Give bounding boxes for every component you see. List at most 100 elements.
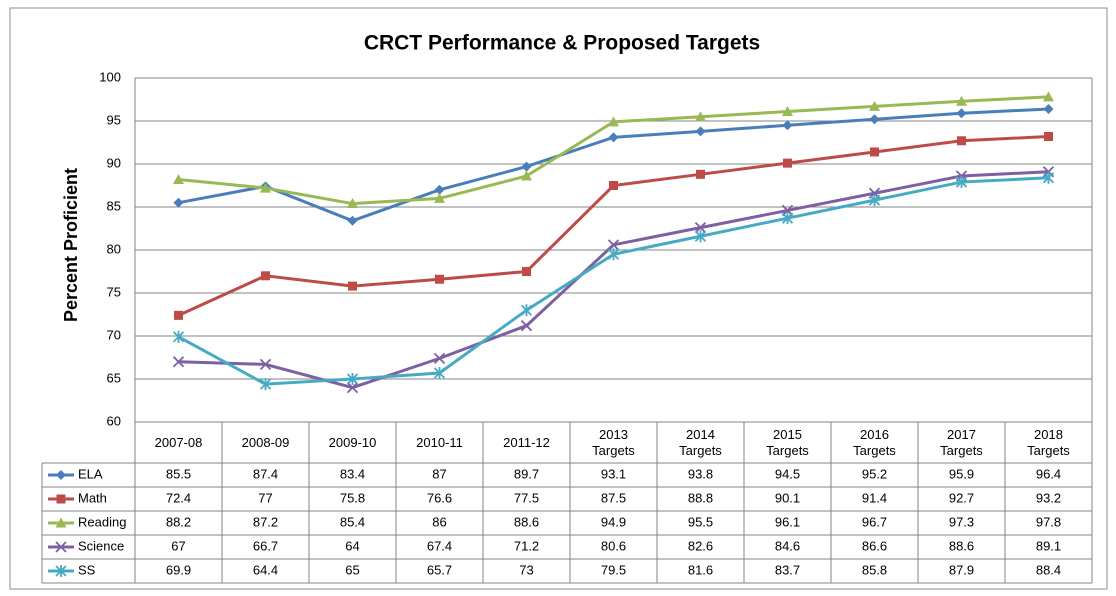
marker (608, 116, 619, 127)
table-value: 69.9 (166, 562, 191, 577)
table-value: 83.4 (340, 466, 365, 481)
table-value: 88.6 (949, 538, 974, 553)
table-value: 91.4 (862, 490, 887, 505)
table-value: 88.2 (166, 514, 191, 529)
marker (696, 169, 705, 179)
marker (1043, 91, 1054, 102)
marker (521, 170, 532, 181)
table-value: 93.1 (601, 466, 626, 481)
table-value: 95.2 (862, 466, 887, 481)
marker (608, 132, 619, 143)
table-value: 88.8 (688, 490, 713, 505)
x-tick-label: 2010-11 (416, 434, 463, 450)
x-tick-label: 2014 Targets (679, 426, 722, 458)
table-value: 96.4 (1036, 466, 1061, 481)
marker (346, 381, 359, 394)
legend-label: Math (78, 490, 107, 505)
table-value: 89.7 (514, 466, 539, 481)
marker (694, 222, 707, 234)
x-tick-label: 2009-10 (328, 434, 377, 450)
table-value: 87.2 (253, 514, 278, 529)
marker (870, 147, 879, 157)
x-tick-label: 2013 Targets (592, 426, 635, 458)
table-value: 87.5 (601, 490, 626, 505)
y-tick-label: 95 (107, 112, 121, 127)
table-value: 73 (519, 562, 533, 577)
marker (695, 111, 706, 122)
table-value: 65.7 (427, 562, 452, 577)
marker (955, 176, 968, 189)
y-axis-label: Percent Proficient (61, 168, 81, 322)
marker (347, 198, 358, 209)
table-value: 85.4 (340, 514, 365, 529)
marker (781, 212, 794, 225)
y-tick-label: 60 (107, 413, 121, 428)
table-value: 95.5 (688, 514, 713, 529)
table-value: 88.4 (1036, 562, 1061, 577)
table-value: 80.6 (601, 538, 626, 553)
marker (520, 320, 533, 332)
legend-label: Science (78, 538, 124, 553)
marker (56, 470, 66, 480)
table-value: 64.4 (253, 562, 278, 577)
marker (172, 330, 185, 343)
table-value: 93.8 (688, 466, 713, 481)
table-value: 95.9 (949, 466, 974, 481)
table-value: 75.8 (340, 490, 365, 505)
table-value: 90.1 (775, 490, 800, 505)
table-value: 96.1 (775, 514, 800, 529)
marker (1043, 103, 1054, 114)
chart-title: CRCT Performance & Proposed Targets (364, 32, 760, 55)
marker (173, 197, 184, 208)
marker (433, 366, 446, 379)
marker (609, 181, 618, 190)
x-tick-label: 2008-09 (241, 434, 290, 450)
legend-label: SS (78, 562, 96, 577)
table-value: 66.7 (253, 538, 278, 553)
table-value: 87 (432, 466, 446, 481)
table-value: 97.3 (949, 514, 974, 529)
marker (956, 95, 967, 106)
marker (261, 271, 270, 281)
table-value: 88.6 (514, 514, 539, 529)
y-tick-label: 90 (107, 155, 121, 170)
marker (607, 239, 620, 251)
y-tick-label: 65 (107, 370, 121, 385)
marker (347, 215, 358, 226)
marker (434, 192, 445, 203)
table-value: 93.2 (1036, 490, 1061, 505)
table-value: 77 (258, 490, 272, 505)
marker (346, 373, 359, 385)
marker (55, 517, 67, 528)
marker (55, 565, 67, 577)
table-value: 67 (171, 538, 185, 553)
table-value: 97.8 (1036, 514, 1061, 529)
table-value: 92.7 (949, 490, 974, 505)
marker (956, 108, 967, 119)
table-value: 89.1 (1036, 538, 1061, 553)
y-tick-label: 70 (107, 327, 121, 342)
marker (174, 310, 183, 320)
marker (259, 378, 272, 391)
x-tick-label: 2011-12 (503, 434, 550, 450)
marker (521, 161, 532, 172)
x-tick-label: 2015 Targets (766, 426, 809, 458)
x-tick-label: 2017 Targets (940, 426, 983, 458)
table-value: 76.6 (427, 490, 452, 505)
marker (1044, 131, 1053, 141)
marker (435, 274, 444, 284)
marker (433, 352, 446, 364)
y-tick-label: 80 (107, 241, 121, 256)
table-value: 87.9 (949, 562, 974, 577)
table-value: 86 (432, 514, 446, 529)
table-value: 81.6 (688, 562, 713, 577)
y-tick-label: 85 (107, 198, 121, 213)
table-value: 94.9 (601, 514, 626, 529)
marker (259, 358, 272, 371)
marker (173, 173, 184, 184)
marker (1042, 171, 1055, 184)
marker (782, 106, 793, 117)
marker (56, 494, 66, 504)
legend-label: ELA (78, 466, 103, 481)
